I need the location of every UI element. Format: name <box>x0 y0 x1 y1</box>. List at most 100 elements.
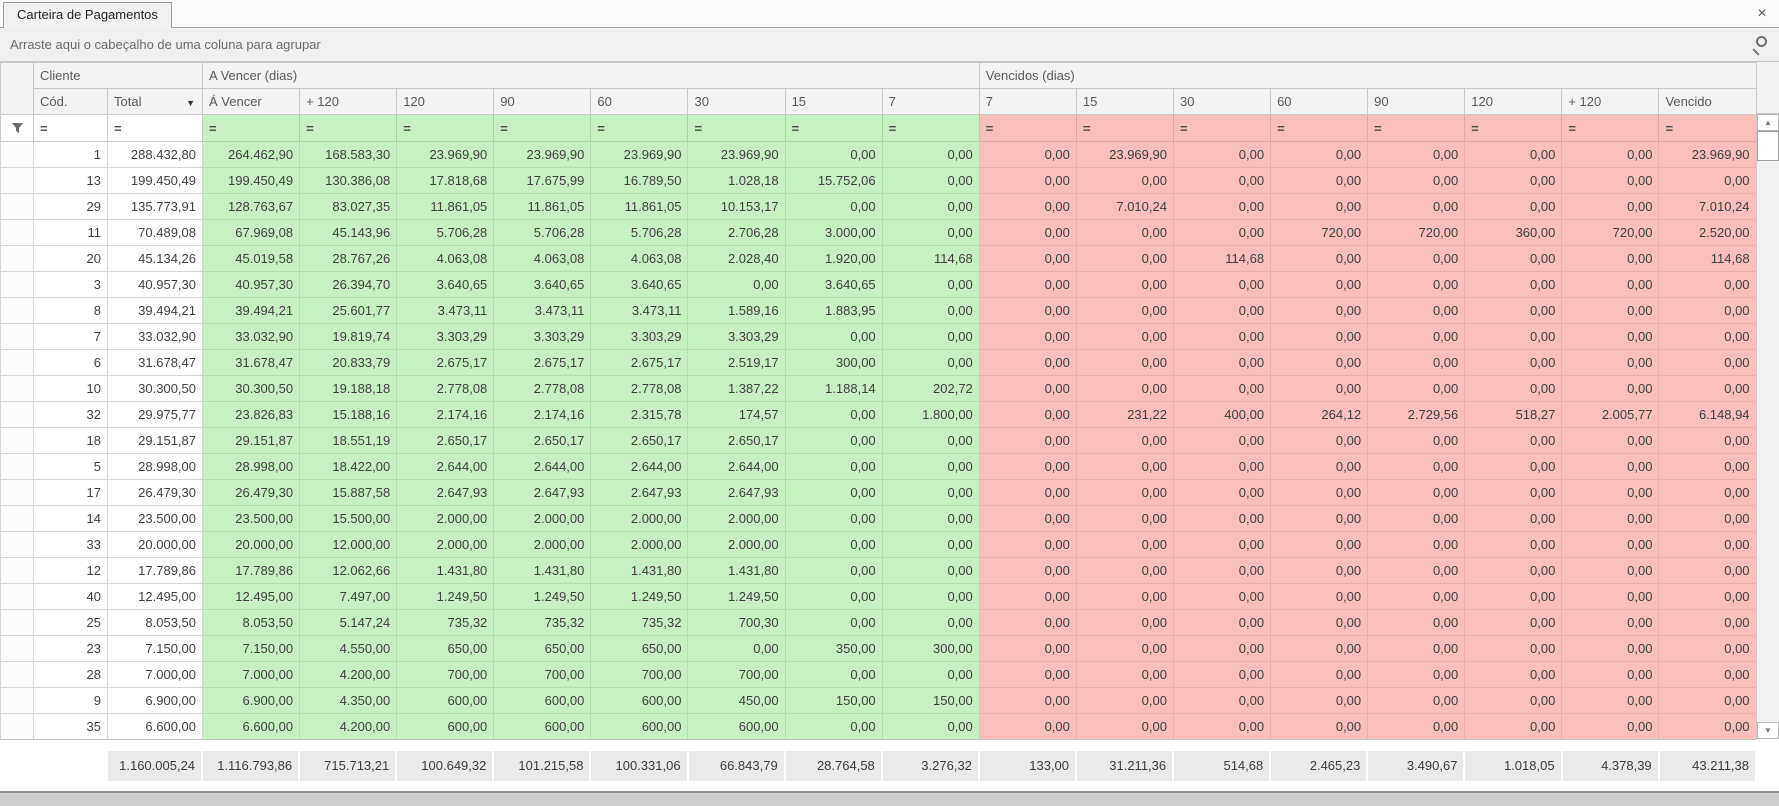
filter-cell-avencer-4[interactable]: = <box>590 114 689 142</box>
cell-vencidos-0[interactable]: 0,00 <box>978 609 1077 636</box>
cell-vencidos-0[interactable]: 0,00 <box>978 583 1077 610</box>
cell-avencer-5[interactable]: 1.028,18 <box>687 167 786 194</box>
filter-cell-vencidos-0[interactable]: = <box>978 114 1077 142</box>
cell-avencer-5[interactable]: 2.000,00 <box>687 531 786 558</box>
cell-vencidos-5[interactable]: 360,00 <box>1464 219 1563 246</box>
cell-avencer-5[interactable]: 1.431,80 <box>687 557 786 584</box>
cell-vencidos-6[interactable]: 0,00 <box>1561 557 1660 584</box>
cell-vencidos-7[interactable]: 2.520,00 <box>1658 219 1757 246</box>
cell-avencer-3[interactable]: 1.249,50 <box>493 583 592 610</box>
column-header-vencidos-2[interactable]: 30 <box>1172 88 1272 115</box>
cell-vencidos-3[interactable]: 0,00 <box>1270 505 1369 532</box>
cell-avencer-6[interactable]: 0,00 <box>784 531 883 558</box>
cell-avencer-7[interactable]: 114,68 <box>881 245 980 272</box>
cell-avencer-4[interactable]: 2.778,08 <box>590 375 689 402</box>
cell-avencer-0[interactable]: 6.600,00 <box>201 713 301 740</box>
cell-vencidos-1[interactable]: 0,00 <box>1075 245 1174 272</box>
row-indicator-cell[interactable] <box>0 219 34 246</box>
cell-avencer-4[interactable]: 650,00 <box>590 635 689 662</box>
cell-avencer-3[interactable]: 600,00 <box>493 713 592 740</box>
scrollbar-thumb[interactable] <box>1757 131 1779 161</box>
filter-cell-vencidos-1[interactable]: = <box>1075 114 1174 142</box>
cell-total[interactable]: 199.450,49 <box>107 167 203 194</box>
row-indicator-cell[interactable] <box>0 427 34 454</box>
cell-avencer-0[interactable]: 8.053,50 <box>201 609 301 636</box>
cell-avencer-5[interactable]: 174,57 <box>687 401 786 428</box>
cell-vencidos-2[interactable]: 0,00 <box>1172 713 1272 740</box>
cell-avencer-0[interactable]: 31.678,47 <box>201 349 301 376</box>
cell-vencidos-4[interactable]: 0,00 <box>1367 349 1466 376</box>
cell-avencer-3[interactable]: 735,32 <box>493 609 592 636</box>
cell-vencidos-4[interactable]: 0,00 <box>1367 271 1466 298</box>
cell-vencidos-0[interactable]: 0,00 <box>978 557 1077 584</box>
row-indicator-cell[interactable] <box>0 271 34 298</box>
row-indicator-cell[interactable] <box>0 583 34 610</box>
cell-vencidos-2[interactable]: 0,00 <box>1172 375 1272 402</box>
cell-avencer-1[interactable]: 12.000,00 <box>299 531 398 558</box>
cell-avencer-3[interactable]: 1.431,80 <box>493 557 592 584</box>
cell-vencidos-0[interactable]: 0,00 <box>978 427 1077 454</box>
cell-vencidos-5[interactable]: 0,00 <box>1464 635 1563 662</box>
filter-indicator-cell[interactable] <box>0 114 34 142</box>
cell-vencidos-1[interactable]: 23.969,90 <box>1075 141 1174 168</box>
cell-avencer-2[interactable]: 5.706,28 <box>396 219 495 246</box>
column-header-vencidos-4[interactable]: 90 <box>1367 88 1466 115</box>
cell-vencidos-2[interactable]: 0,00 <box>1172 427 1272 454</box>
cell-vencidos-7[interactable]: 6.148,94 <box>1658 401 1757 428</box>
cell-total[interactable]: 6.600,00 <box>107 713 203 740</box>
cell-vencidos-0[interactable]: 0,00 <box>978 297 1077 324</box>
cell-avencer-2[interactable]: 4.063,08 <box>396 245 495 272</box>
cell-avencer-5[interactable]: 1.589,16 <box>687 297 786 324</box>
cell-vencidos-6[interactable]: 0,00 <box>1561 661 1660 688</box>
cell-vencidos-3[interactable]: 0,00 <box>1270 193 1369 220</box>
cell-vencidos-3[interactable]: 0,00 <box>1270 609 1369 636</box>
cell-cod[interactable]: 17 <box>33 479 108 506</box>
cell-vencidos-4[interactable]: 720,00 <box>1367 219 1466 246</box>
cell-total[interactable]: 30.300,50 <box>107 375 203 402</box>
cell-vencidos-1[interactable]: 0,00 <box>1075 505 1174 532</box>
cell-avencer-0[interactable]: 6.900,00 <box>201 687 301 714</box>
cell-vencidos-3[interactable]: 0,00 <box>1270 635 1369 662</box>
cell-avencer-2[interactable]: 1.431,80 <box>396 557 495 584</box>
cell-vencidos-6[interactable]: 0,00 <box>1561 271 1660 298</box>
cell-avencer-5[interactable]: 2.706,28 <box>687 219 786 246</box>
cell-avencer-0[interactable]: 29.151,87 <box>201 427 301 454</box>
cell-avencer-1[interactable]: 12.062,66 <box>299 557 398 584</box>
filter-cell-vencidos-5[interactable]: = <box>1464 114 1563 142</box>
cell-avencer-6[interactable]: 15.752,06 <box>784 167 883 194</box>
band-a-vencer[interactable]: A Vencer (dias) <box>202 62 980 89</box>
filter-cell-vencidos-6[interactable]: = <box>1561 114 1660 142</box>
cell-vencidos-5[interactable]: 518,27 <box>1464 401 1563 428</box>
cell-avencer-0[interactable]: 128.763,67 <box>201 193 301 220</box>
cell-avencer-1[interactable]: 4.550,00 <box>299 635 398 662</box>
cell-vencidos-7[interactable]: 0,00 <box>1658 687 1757 714</box>
column-header-vencidos-0[interactable]: 7 <box>978 88 1077 115</box>
cell-vencidos-7[interactable]: 0,00 <box>1658 531 1757 558</box>
row-indicator-cell[interactable] <box>0 609 34 636</box>
cell-avencer-4[interactable]: 2.000,00 <box>590 531 689 558</box>
cell-vencidos-0[interactable]: 0,00 <box>978 401 1077 428</box>
tab-carteira-de-pagamentos[interactable]: Carteira de Pagamentos <box>3 2 172 28</box>
cell-avencer-3[interactable]: 2.778,08 <box>493 375 592 402</box>
cell-avencer-4[interactable]: 23.969,90 <box>590 141 689 168</box>
cell-vencidos-0[interactable]: 0,00 <box>978 661 1077 688</box>
cell-avencer-5[interactable]: 1.249,50 <box>687 583 786 610</box>
cell-avencer-6[interactable]: 0,00 <box>784 479 883 506</box>
cell-vencidos-7[interactable]: 0,00 <box>1658 635 1757 662</box>
cell-vencidos-3[interactable]: 264,12 <box>1270 401 1369 428</box>
cell-cod[interactable]: 6 <box>33 349 108 376</box>
cell-vencidos-1[interactable]: 0,00 <box>1075 479 1174 506</box>
cell-vencidos-4[interactable]: 0,00 <box>1367 661 1466 688</box>
cell-avencer-7[interactable]: 0,00 <box>881 583 980 610</box>
cell-vencidos-6[interactable]: 0,00 <box>1561 713 1660 740</box>
cell-total[interactable]: 31.678,47 <box>107 349 203 376</box>
cell-vencidos-3[interactable]: 0,00 <box>1270 479 1369 506</box>
row-indicator-cell[interactable] <box>0 713 34 740</box>
cell-avencer-6[interactable]: 350,00 <box>784 635 883 662</box>
cell-total[interactable]: 45.134,26 <box>107 245 203 272</box>
cell-vencidos-2[interactable]: 0,00 <box>1172 635 1272 662</box>
cell-avencer-6[interactable]: 0,00 <box>784 453 883 480</box>
cell-vencidos-2[interactable]: 0,00 <box>1172 167 1272 194</box>
cell-vencidos-2[interactable]: 0,00 <box>1172 271 1272 298</box>
column-header-total[interactable]: Total ▼ <box>107 88 203 115</box>
